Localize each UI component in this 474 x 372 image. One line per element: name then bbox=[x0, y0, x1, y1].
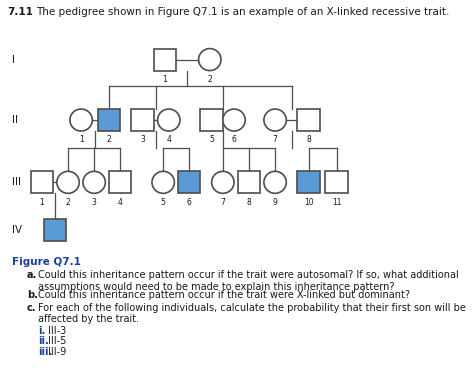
Text: ii.: ii. bbox=[38, 336, 49, 346]
Bar bbox=[238, 171, 260, 193]
Circle shape bbox=[264, 109, 286, 131]
Text: Figure Q7.1: Figure Q7.1 bbox=[12, 257, 81, 267]
Circle shape bbox=[199, 49, 221, 71]
Bar bbox=[44, 219, 66, 241]
Text: 9: 9 bbox=[273, 198, 277, 207]
Text: Could this inheritance pattern occur if the trait were X-linked but dominant?: Could this inheritance pattern occur if … bbox=[38, 291, 410, 301]
Bar bbox=[154, 49, 176, 71]
Text: b.: b. bbox=[27, 291, 38, 301]
Text: 4: 4 bbox=[118, 198, 123, 207]
Text: For each of the following individuals, calculate the probability that their firs: For each of the following individuals, c… bbox=[38, 303, 466, 313]
Text: 5: 5 bbox=[161, 198, 165, 207]
Text: 8: 8 bbox=[246, 198, 251, 207]
Bar bbox=[131, 109, 154, 131]
Text: III: III bbox=[12, 177, 21, 187]
Text: 7: 7 bbox=[220, 198, 225, 207]
Bar bbox=[298, 109, 320, 131]
Text: 7.11: 7.11 bbox=[8, 7, 34, 17]
Circle shape bbox=[264, 171, 286, 193]
Text: 5: 5 bbox=[209, 135, 214, 144]
Text: Could this inheritance pattern occur if the trait were autosomal? If so, what ad: Could this inheritance pattern occur if … bbox=[38, 270, 459, 280]
Text: iii.: iii. bbox=[38, 346, 53, 356]
Text: 6: 6 bbox=[187, 198, 191, 207]
Text: 10: 10 bbox=[304, 198, 313, 207]
Text: 6: 6 bbox=[232, 135, 237, 144]
Text: assumptions would need to be made to explain this inheritance pattern?: assumptions would need to be made to exp… bbox=[38, 282, 395, 292]
Text: III-3: III-3 bbox=[47, 326, 66, 336]
Bar bbox=[178, 171, 201, 193]
Text: 3: 3 bbox=[140, 135, 145, 144]
Text: 11: 11 bbox=[332, 198, 341, 207]
Text: 8: 8 bbox=[306, 135, 311, 144]
Bar bbox=[326, 171, 348, 193]
Text: 1: 1 bbox=[79, 135, 83, 144]
Text: III-5: III-5 bbox=[47, 336, 66, 346]
Text: 4: 4 bbox=[166, 135, 171, 144]
Text: 2: 2 bbox=[208, 75, 212, 84]
Text: 7: 7 bbox=[273, 135, 277, 144]
Bar bbox=[98, 109, 120, 131]
Bar bbox=[298, 171, 320, 193]
Circle shape bbox=[152, 171, 174, 193]
Circle shape bbox=[157, 109, 180, 131]
Bar bbox=[109, 171, 131, 193]
Text: a.: a. bbox=[27, 270, 37, 280]
Text: 2: 2 bbox=[66, 198, 71, 207]
Text: c.: c. bbox=[27, 303, 36, 313]
Text: IV: IV bbox=[12, 225, 22, 235]
Text: i.: i. bbox=[38, 326, 46, 336]
Circle shape bbox=[83, 171, 105, 193]
Text: I: I bbox=[12, 55, 15, 65]
Bar bbox=[201, 109, 223, 131]
Text: II: II bbox=[12, 115, 18, 125]
Text: The pedigree shown in Figure Q7.1 is an example of an X-linked recessive trait.: The pedigree shown in Figure Q7.1 is an … bbox=[36, 7, 450, 17]
Circle shape bbox=[223, 109, 245, 131]
Text: 1: 1 bbox=[163, 75, 167, 84]
Text: 3: 3 bbox=[92, 198, 97, 207]
Circle shape bbox=[70, 109, 92, 131]
Bar bbox=[31, 171, 53, 193]
Circle shape bbox=[57, 171, 79, 193]
Text: 2: 2 bbox=[107, 135, 111, 144]
Circle shape bbox=[212, 171, 234, 193]
Text: III-9: III-9 bbox=[47, 346, 66, 356]
Text: 1: 1 bbox=[39, 198, 45, 207]
Text: affected by the trait.: affected by the trait. bbox=[38, 314, 139, 324]
